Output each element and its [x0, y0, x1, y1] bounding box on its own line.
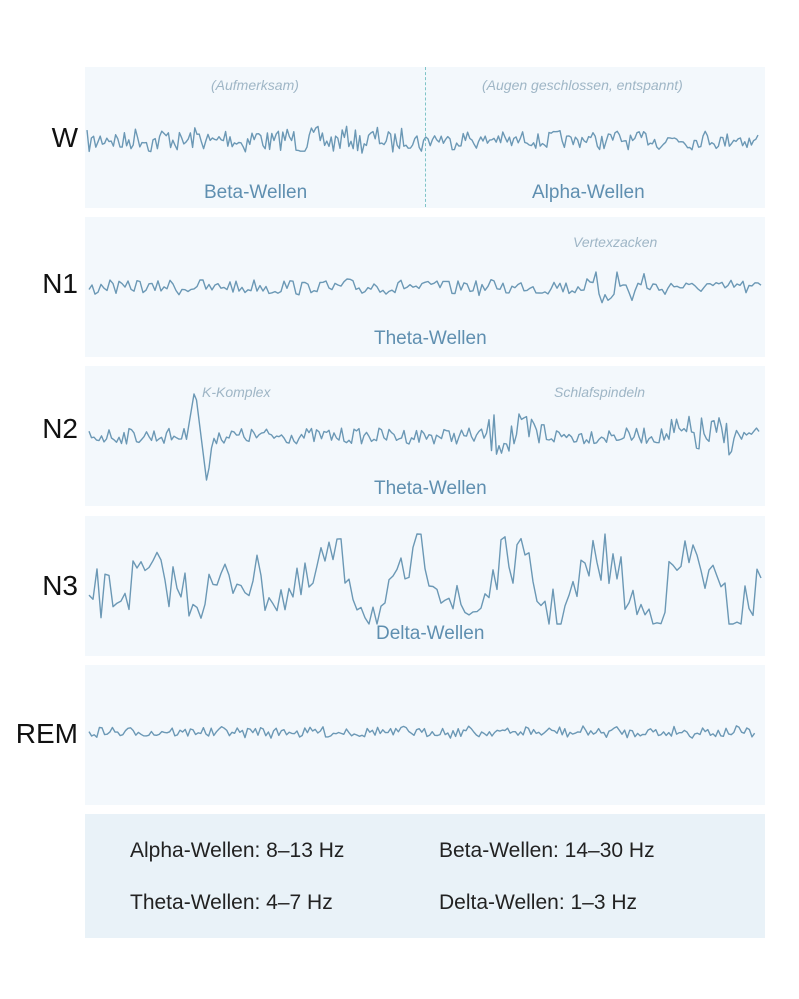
stage-label-n2: N2: [42, 413, 78, 444]
wave-trace-w: [86, 125, 759, 154]
frequency-legend: Alpha-Wellen: 8–13 Hz Beta-Wellen: 14–30…: [85, 814, 765, 938]
stage-label-n1: N1: [42, 268, 78, 299]
wave-name-alpha: Alpha-Wellen: [532, 182, 645, 203]
divider-line: [425, 67, 426, 207]
wave-name-beta: Beta-Wellen: [204, 182, 308, 203]
note-schlafspindeln: Schlafspindeln: [554, 384, 646, 400]
stage-label-n3: N3: [42, 570, 78, 601]
panel-n1: Vertexzacken Theta-Wellen: [85, 217, 765, 357]
wave-trace-rem: [88, 725, 756, 739]
wave-name-theta-n1: Theta-Wellen: [374, 328, 487, 349]
note-vertexzacken: Vertexzacken: [573, 234, 658, 250]
legend-delta: Delta-Wellen: 1–3 Hz: [439, 891, 638, 914]
legend-theta: Theta-Wellen: 4–7 Hz: [130, 891, 333, 914]
wave-trace-n2: [88, 393, 760, 481]
wave-name-delta: Delta-Wellen: [376, 623, 485, 644]
note-augen-geschlossen: (Augen geschlossen, entspannt): [482, 77, 683, 93]
wave-trace-n1: [88, 271, 762, 304]
note-k-komplex: K-Komplex: [202, 384, 271, 400]
panel-rem: [85, 665, 765, 805]
stage-label-w: W: [51, 122, 78, 153]
panel-n3: Delta-Wellen: [85, 516, 765, 656]
panel-w: (Aufmerksam) (Augen geschlossen, entspan…: [85, 67, 765, 208]
panel-n2: K-Komplex Schlafspindeln Theta-Wellen: [85, 366, 765, 506]
note-aufmerksam: (Aufmerksam): [211, 77, 299, 93]
legend-beta: Beta-Wellen: 14–30 Hz: [439, 839, 655, 862]
legend-alpha: Alpha-Wellen: 8–13 Hz: [130, 839, 345, 862]
wave-name-theta-n2: Theta-Wellen: [374, 478, 487, 499]
stage-label-rem: REM: [15, 718, 78, 749]
wave-trace-n3: [88, 533, 762, 625]
